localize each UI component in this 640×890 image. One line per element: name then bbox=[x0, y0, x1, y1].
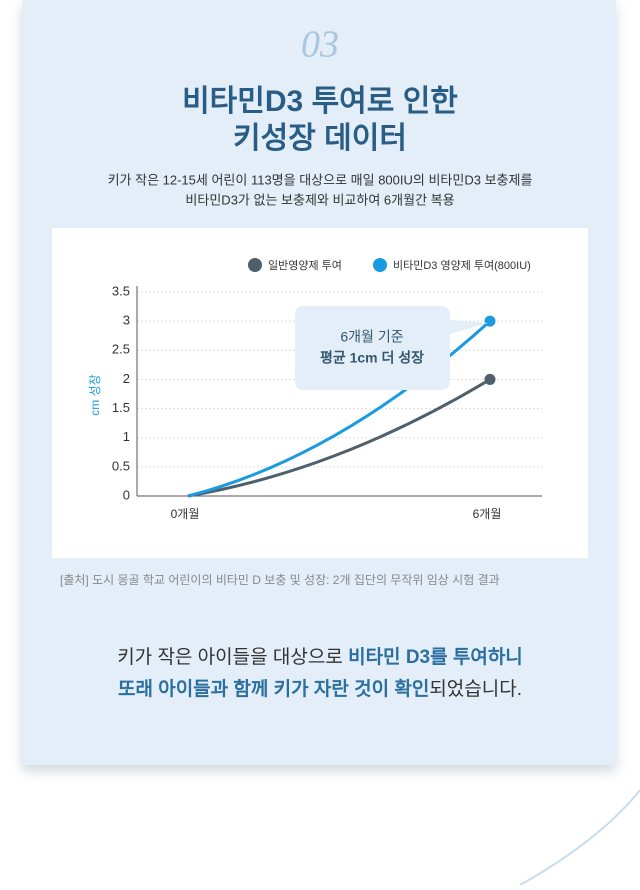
conclusion: 또래 아이들과 함께 키가 자란 것이 확인되었습니다. bbox=[118, 677, 522, 700]
annotation-text: 6개월 기준 bbox=[340, 329, 403, 345]
x-tick-label: 0개월 bbox=[171, 507, 200, 521]
y-tick-label: 2.5 bbox=[112, 342, 130, 357]
title: 비타민D3 투여로 인한 bbox=[182, 85, 458, 118]
decor-curve bbox=[519, 789, 640, 886]
y-tick-label: 3 bbox=[123, 313, 130, 328]
y-tick-label: 2 bbox=[123, 371, 130, 386]
legend-swatch bbox=[248, 258, 262, 272]
chart: 0 0.5 1 1.5 2 2.5 3 3.5 cm 성장 0개월 6개월 일반영양제 투여 비타민D3… bbox=[88, 258, 542, 521]
description: 비타민D3가 없는 보충제와 비교하여 6개월간 복용 bbox=[185, 192, 454, 207]
source: [출처] 도시 몽골 학교 어린이의 비타민 D 보충 및 성장: 2개 집단의… bbox=[60, 573, 500, 587]
conclusion-highlight: 또래 아이들과 함께 키가 자란 것이 확인 bbox=[118, 677, 429, 700]
conclusion-text: 키가 작은 아이들을 대상으로 bbox=[117, 646, 348, 668]
y-tick-label: 1.5 bbox=[112, 400, 130, 415]
y-axis-label: cm 성장 bbox=[88, 374, 102, 415]
series-line bbox=[187, 378, 491, 498]
conclusion-highlight: 비타민 D3를 투여하니 bbox=[348, 646, 523, 668]
legend-swatch bbox=[373, 258, 387, 272]
series-line bbox=[187, 320, 492, 498]
conclusion: 키가 작은 아이들을 대상으로 비타민 D3를 투여하니 bbox=[117, 646, 523, 668]
legend-label: 일반영양제 투여 bbox=[268, 258, 342, 272]
title: 키성장 데이터 bbox=[233, 122, 407, 155]
x-tick-label: 6개월 bbox=[473, 507, 502, 521]
description: 키가 작은 12-15세 어린이 113명을 대상으로 매일 800IU의 비타… bbox=[108, 172, 533, 187]
y-tick-label: 1 bbox=[123, 429, 130, 444]
y-tick-label: 3.5 bbox=[112, 283, 130, 298]
y-tick-label: 0 bbox=[123, 487, 130, 502]
annotation-text: 평균 1cm 더 성장 bbox=[320, 350, 424, 366]
annotation-box bbox=[295, 306, 488, 390]
end-marker bbox=[484, 315, 496, 327]
legend-label: 비타민D3 영양제 투여(800IU) bbox=[393, 259, 531, 272]
y-tick-label: 0.5 bbox=[112, 458, 130, 473]
section-number: 03 bbox=[301, 24, 339, 66]
conclusion-text: 되었습니다. bbox=[429, 678, 522, 700]
chart-panel bbox=[52, 228, 588, 558]
end-marker bbox=[484, 373, 496, 385]
